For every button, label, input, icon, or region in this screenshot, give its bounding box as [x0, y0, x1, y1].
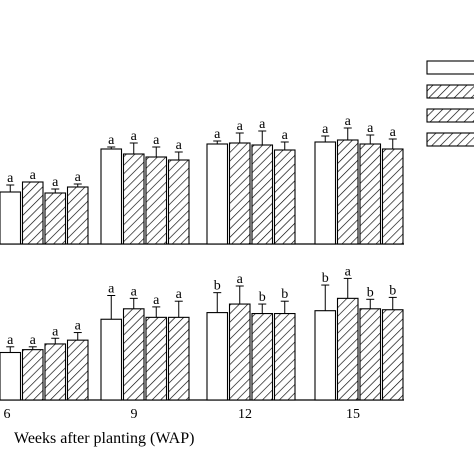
bar [0, 351, 22, 401]
significance-letter: b [281, 287, 288, 302]
bar [314, 141, 337, 245]
bar [381, 309, 404, 401]
bar [359, 143, 382, 245]
bar [228, 303, 251, 401]
significance-letter: a [390, 125, 397, 140]
significance-letter: b [259, 290, 266, 305]
significance-letter: a [214, 127, 221, 142]
legend-swatch [426, 108, 474, 123]
x-tick-label: 12 [238, 407, 252, 422]
legend-swatch [426, 132, 474, 147]
bar [381, 148, 404, 245]
significance-letter: a [259, 117, 266, 132]
significance-letter: a [153, 293, 160, 308]
significance-letter: a [75, 170, 82, 185]
bar [122, 153, 145, 245]
significance-letter: a [7, 171, 14, 186]
bar [359, 308, 382, 401]
significance-letter: a [30, 333, 37, 348]
significance-letter: a [75, 319, 82, 334]
bar [145, 316, 168, 401]
significance-letter: a [153, 133, 160, 148]
significance-letter: a [52, 175, 59, 190]
significance-letter: a [108, 133, 115, 148]
significance-letter: a [131, 284, 138, 299]
significance-letter: a [108, 282, 115, 297]
x-tick-label: 15 [346, 407, 360, 422]
bar [167, 159, 190, 245]
x-tick-label: 6 [4, 407, 11, 422]
bar [21, 181, 44, 245]
significance-letter: b [389, 283, 396, 298]
bar [100, 318, 123, 401]
significance-letter: a [322, 122, 329, 137]
x-tick-label: 9 [131, 407, 138, 422]
significance-letter: a [52, 324, 59, 339]
bar [336, 297, 359, 401]
bar [145, 156, 168, 245]
bar [66, 339, 89, 401]
bar [336, 139, 359, 245]
significance-letter: a [131, 129, 138, 144]
significance-letter: a [237, 272, 244, 287]
bar [228, 142, 251, 245]
bar [21, 349, 44, 401]
significance-letter: a [345, 114, 352, 129]
significance-letter: a [237, 119, 244, 134]
bar [314, 310, 337, 401]
bar [273, 149, 296, 245]
bar [0, 191, 22, 245]
bar [66, 186, 89, 245]
significance-letter: a [176, 287, 183, 302]
significance-letter: b [322, 271, 329, 286]
significance-letter: a [7, 333, 14, 348]
bar [273, 312, 296, 401]
bar [206, 143, 229, 245]
significance-letter: a [345, 264, 352, 279]
significance-letter: b [214, 279, 221, 294]
significance-letter: a [30, 168, 37, 183]
bar [100, 148, 123, 245]
bar [206, 312, 229, 401]
significance-letter: a [176, 138, 183, 153]
x-axis-label: Weeks after planting (WAP) [14, 430, 194, 447]
bar [251, 312, 274, 401]
significance-letter: a [367, 121, 374, 136]
legend-swatch [426, 60, 474, 75]
bar [44, 343, 67, 401]
bar [251, 144, 274, 245]
significance-letter: b [367, 285, 374, 300]
bar [167, 316, 190, 401]
significance-letter: a [282, 128, 289, 143]
bar [122, 308, 145, 401]
bar [44, 192, 67, 245]
legend-swatch [426, 84, 474, 99]
